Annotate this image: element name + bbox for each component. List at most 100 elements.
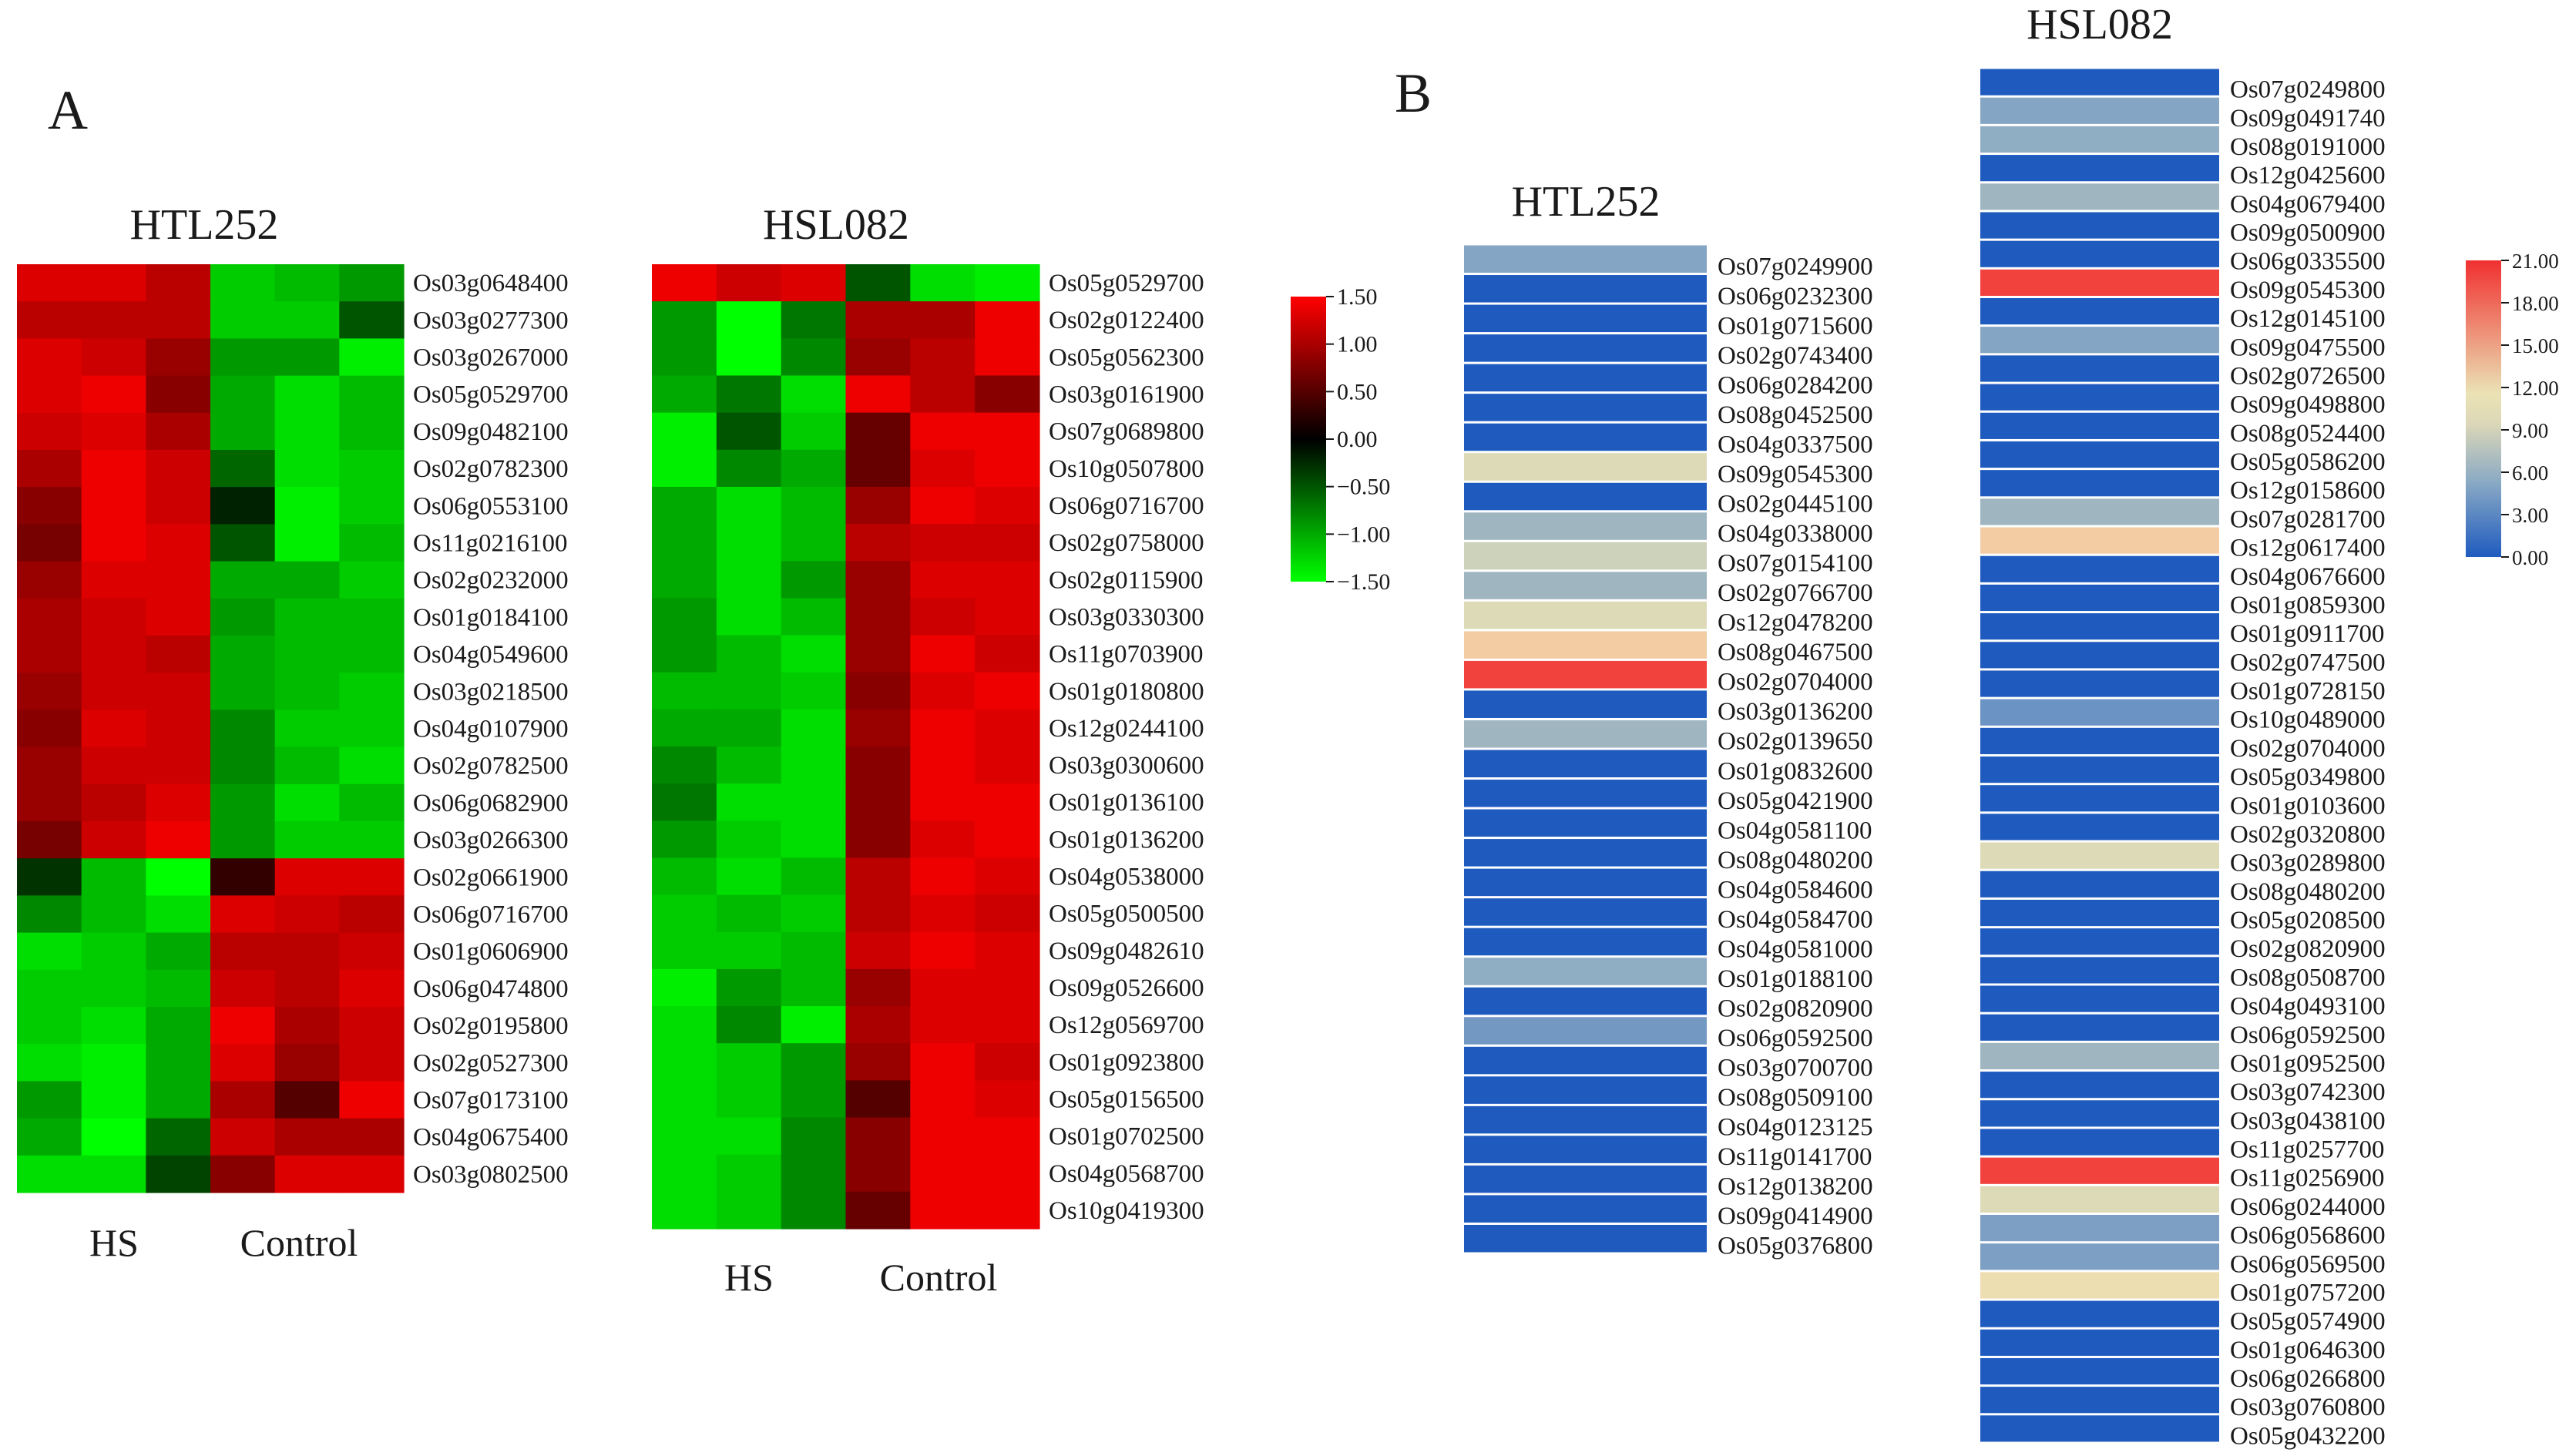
heatmap-cell — [975, 1117, 1040, 1156]
colorbar-tick-label: 0.00 — [2512, 546, 2548, 569]
heatmap-cell — [1980, 269, 2219, 296]
heatmap-a1-title: HTL252 — [130, 201, 279, 249]
heatmap-cell — [1980, 498, 2219, 525]
gene-label: Os04g0679400 — [2230, 190, 2386, 218]
heatmap-cell — [716, 672, 782, 710]
heatmap-cell — [339, 1007, 405, 1045]
heatmap-cell — [845, 1154, 911, 1193]
heatmap-cell — [17, 895, 82, 934]
heatmap-cell — [975, 968, 1040, 1007]
gene-label: Os09g0414900 — [1718, 1203, 1873, 1230]
colorbar-tick-label: 3.00 — [2512, 504, 2548, 527]
heatmap-b1 — [1464, 245, 1707, 1253]
heatmap-cell — [339, 932, 405, 971]
heatmap-cell — [652, 1006, 717, 1044]
gene-label: Os07g0173100 — [413, 1087, 569, 1115]
heatmap-cell — [716, 1154, 782, 1193]
heatmap-cell — [1464, 1076, 1707, 1104]
heatmap-cell — [845, 672, 911, 710]
heatmap-cell — [1980, 899, 2219, 927]
heatmap-cell — [781, 598, 847, 636]
heatmap-cell — [339, 710, 405, 748]
gene-label: Os06g0569500 — [2230, 1250, 2386, 1278]
gene-label: Os03g0218500 — [413, 678, 569, 706]
gene-label: Os06g0592500 — [2230, 1022, 2386, 1049]
heatmap-cell — [716, 598, 782, 636]
heatmap-cell — [17, 783, 82, 822]
heatmap-cell — [910, 449, 976, 488]
gene-label: Os02g0527300 — [413, 1049, 569, 1077]
gene-label: Os08g0480200 — [1718, 847, 1873, 874]
heatmap-cell — [210, 821, 276, 859]
heatmap-cell — [146, 821, 211, 859]
heatmap-cell — [339, 1081, 405, 1119]
gene-label: Os01g0136200 — [1049, 826, 1204, 854]
heatmap-cell — [845, 412, 911, 451]
heatmap-cell — [17, 673, 82, 710]
heatmap-cell — [1980, 1129, 2219, 1156]
heatmap-cell — [339, 969, 405, 1008]
heatmap-a1-hs-label: HS — [89, 1221, 139, 1264]
gene-label: Os06g0232300 — [1718, 283, 1873, 310]
gene-label: Os10g0419300 — [1049, 1197, 1204, 1225]
heatmap-cell — [845, 894, 911, 933]
gene-label: Os12g0145100 — [2230, 305, 2386, 333]
heatmap-cell — [339, 524, 405, 562]
heatmap-cell — [81, 821, 146, 859]
heatmap-cell — [975, 301, 1040, 339]
heatmap-cell — [975, 1080, 1040, 1119]
gene-label: Os03g0760800 — [2230, 1394, 2386, 1421]
heatmap-cell — [910, 1154, 976, 1193]
colorbar-tick-label: 9.00 — [2512, 419, 2548, 442]
heatmap-cell — [845, 783, 911, 821]
gene-label: Os10g0489000 — [2230, 706, 2386, 734]
gene-label: Os05g0376800 — [1718, 1233, 1873, 1260]
heatmap-cell — [339, 375, 405, 414]
gene-label: Os01g0911700 — [2230, 620, 2384, 648]
gene-label: Os09g0482610 — [1049, 938, 1204, 965]
heatmap-cell — [210, 746, 276, 785]
heatmap-cell — [716, 449, 782, 488]
heatmap-cell — [210, 412, 276, 451]
heatmap-cell — [274, 932, 340, 971]
heatmap-cell — [652, 598, 717, 636]
heatmap-cell — [716, 1006, 782, 1044]
heatmap-cell — [1464, 660, 1707, 689]
heatmap-cell — [845, 820, 911, 859]
colorbar-tick-label: −0.50 — [1337, 475, 1390, 500]
gene-label: Os02g0115900 — [1049, 566, 1203, 594]
gene-label: Os03g0266300 — [413, 827, 569, 854]
colorbar-tick-label: 15.00 — [2512, 334, 2559, 357]
heatmap-cell — [1464, 304, 1707, 333]
gene-label: Os06g0716700 — [1049, 492, 1204, 520]
heatmap-cell — [81, 1081, 146, 1119]
heatmap-cell — [845, 635, 911, 673]
heatmap-cell — [146, 1007, 211, 1045]
heatmap-cell — [274, 710, 340, 748]
heatmap-cell — [975, 857, 1040, 896]
heatmap-cell — [1980, 555, 2219, 582]
heatmap-cell — [1980, 1186, 2219, 1213]
heatmap-cell — [910, 301, 976, 339]
heatmap-cell — [781, 375, 847, 414]
gene-label: Os03g0277300 — [413, 307, 569, 334]
heatmap-cell — [210, 264, 276, 302]
heatmap-cell — [910, 598, 976, 636]
heatmap-cell — [845, 709, 911, 747]
heatmap-cell — [1980, 240, 2219, 267]
heatmap-cell — [1464, 572, 1707, 599]
heatmap-cell — [716, 820, 782, 859]
heatmap-cell — [1980, 985, 2219, 1012]
heatmap-a2 — [652, 264, 1040, 1230]
heatmap-cell — [1980, 327, 2219, 354]
heatmap-cell — [339, 821, 405, 859]
heatmap-cell — [274, 1007, 340, 1045]
heatmap-cell — [17, 561, 82, 599]
heatmap-cell — [81, 932, 146, 971]
heatmap-cell — [210, 969, 276, 1008]
gene-label: Os08g0191000 — [2230, 133, 2386, 161]
gene-label: Os12g0158600 — [2230, 477, 2386, 505]
heatmap-cell — [146, 412, 211, 451]
heatmap-cell — [781, 264, 847, 302]
heatmap-cell — [716, 375, 782, 414]
